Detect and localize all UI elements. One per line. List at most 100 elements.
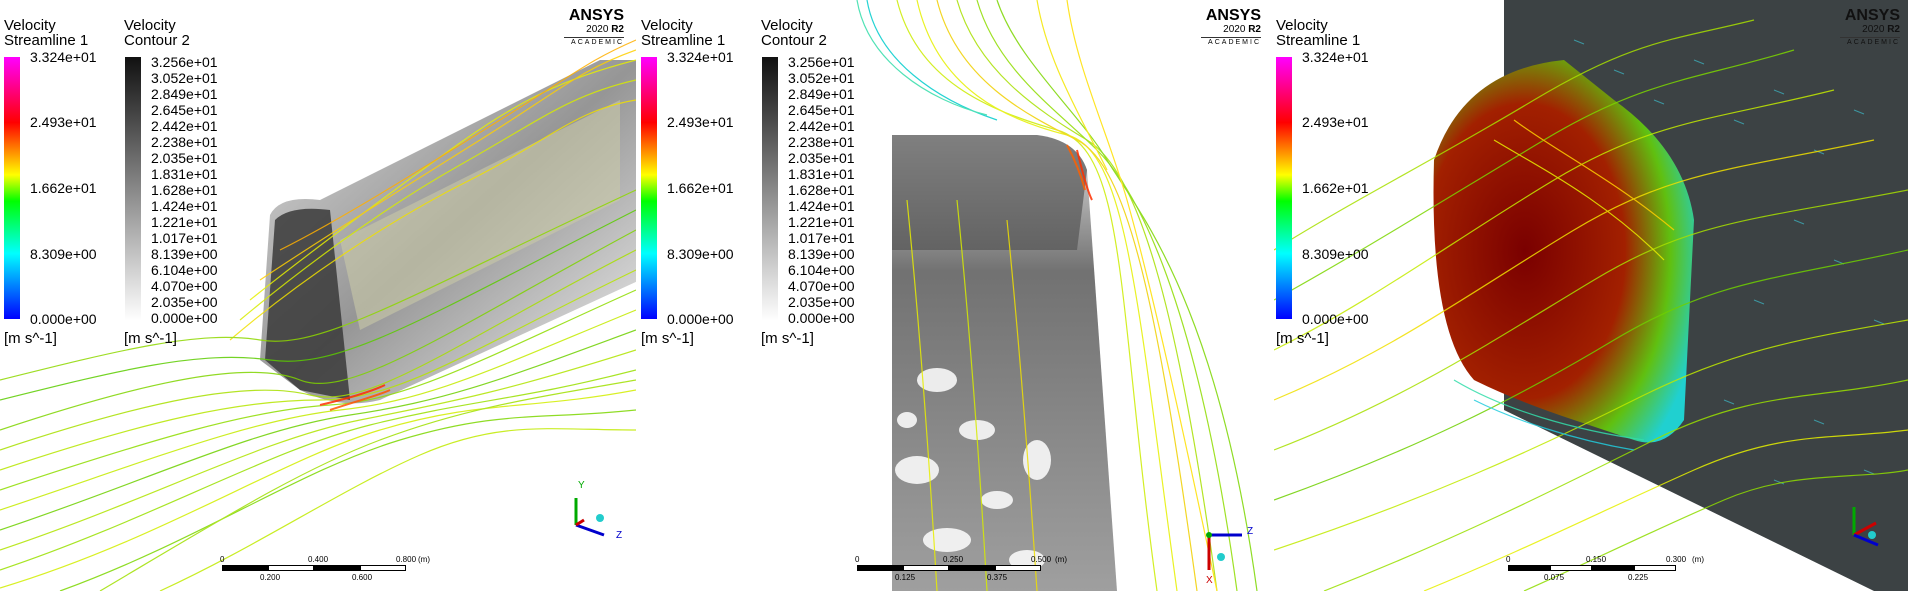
- tick-label: 2.035e+00: [788, 294, 855, 310]
- tick-label: 3.324e+01: [1302, 49, 1369, 65]
- viewport-panel-2[interactable]: Velocity Streamline 1 3.324e+01 2.493e+0…: [637, 0, 1273, 591]
- tick-label: 1.221e+01: [788, 214, 855, 230]
- viewport-panel-3[interactable]: Velocity Streamline 1 3.324e+01 2.493e+0…: [1274, 0, 1908, 591]
- legend-subtitle: Streamline 1: [1276, 32, 1361, 49]
- tick-label: 2.035e+00: [151, 294, 218, 310]
- legend-subtitle: Contour 2: [761, 32, 827, 49]
- contour-legend: Velocity Contour 2: [124, 18, 190, 48]
- tick-label: 3.052e+01: [151, 70, 218, 86]
- axis-triad-icon: [1852, 507, 1879, 547]
- tick-label: 6.104e+00: [151, 262, 218, 278]
- scale-label: 0.150: [1586, 555, 1607, 564]
- tick-label: 4.070e+00: [788, 278, 855, 294]
- scale-bar: 0 0.400 0.800 (m) 0.200 0.600: [220, 555, 440, 585]
- scale-label: 0.400: [308, 555, 329, 564]
- legend-title: Velocity: [124, 17, 176, 34]
- tick-label: 3.324e+01: [30, 49, 97, 65]
- contour-legend: Velocity Contour 2: [761, 18, 827, 48]
- scale-label: 0.800: [396, 555, 417, 564]
- scene-render-1: [0, 39, 636, 591]
- scale-label: 0: [1506, 555, 1511, 564]
- scale-label: 0.075: [1544, 573, 1565, 582]
- tick-label: 2.238e+01: [788, 134, 855, 150]
- legend-title: Velocity: [761, 17, 813, 34]
- tick-label: 2.493e+01: [667, 114, 734, 130]
- rainbow-colorbar: [1276, 57, 1292, 319]
- tick-label: 8.139e+00: [151, 246, 218, 262]
- scale-unit: (m): [418, 555, 430, 564]
- axis-z-label: Z: [1247, 526, 1254, 537]
- rainbow-colorbar: [641, 57, 657, 319]
- tick-label: 3.256e+01: [788, 54, 855, 70]
- legend-unit: [m s^-1]: [641, 330, 694, 347]
- legend-subtitle: Streamline 1: [641, 32, 726, 49]
- scale-label: 0.225: [1628, 573, 1649, 582]
- tick-label: 0.000e+00: [151, 310, 218, 326]
- tick-label: 2.035e+01: [151, 150, 218, 166]
- axis-triad: [1840, 495, 1900, 555]
- scale-bar: 0 0.150 0.300 (m) 0.075 0.225: [1506, 555, 1736, 585]
- gray-colorbar: [125, 57, 141, 321]
- legend-subtitle: Contour 2: [124, 32, 190, 49]
- tick-label: 1.017e+01: [151, 230, 218, 246]
- tick-label: 3.256e+01: [151, 54, 218, 70]
- logo-release: R2: [1887, 24, 1900, 35]
- scale-label: 0.300: [1666, 555, 1687, 564]
- tick-label: 8.309e+00: [30, 246, 97, 262]
- axis-triad: Z X: [1197, 520, 1267, 590]
- legend-unit: [m s^-1]: [4, 330, 57, 347]
- tick-label: 2.238e+01: [151, 134, 218, 150]
- legend-title: Velocity: [4, 17, 56, 34]
- tick-label: 2.849e+01: [151, 86, 218, 102]
- tick-label: 2.442e+01: [788, 118, 855, 134]
- streamline-legend: Velocity Streamline 1: [4, 18, 88, 48]
- axis-triad-icon: [574, 498, 605, 537]
- scale-label: 0.500: [1031, 555, 1052, 564]
- tick-label: 1.662e+01: [667, 180, 734, 196]
- tick-label: 8.139e+00: [788, 246, 855, 262]
- axis-z-label: Z: [616, 530, 623, 541]
- tick-label: 1.831e+01: [788, 166, 855, 182]
- tick-label: 1.424e+01: [788, 198, 855, 214]
- ansys-logo: ANSYS 2020 R2 ACADEMIC: [564, 8, 624, 46]
- legend-unit: [m s^-1]: [761, 330, 814, 347]
- tick-label: 2.849e+01: [788, 86, 855, 102]
- tick-label: 3.052e+01: [788, 70, 855, 86]
- ansys-logo: ANSYS 2020 R2 ACADEMIC: [1840, 8, 1900, 46]
- scale-label: 0.375: [987, 573, 1008, 582]
- logo-release: R2: [611, 24, 624, 35]
- tick-label: 3.324e+01: [667, 49, 734, 65]
- scene-render-3: [1274, 0, 1908, 591]
- legend-title: Velocity: [641, 17, 693, 34]
- scale-bar: 0 0.250 0.500 (m) 0.125 0.375: [855, 555, 1085, 585]
- tick-label: 8.309e+00: [667, 246, 734, 262]
- scale-label: 0.125: [895, 573, 916, 582]
- logo-edition: ACADEMIC: [1840, 37, 1900, 46]
- tick-label: 1.831e+01: [151, 166, 218, 182]
- tick-label: 6.104e+00: [788, 262, 855, 278]
- streamline-legend: Velocity Streamline 1: [1276, 18, 1360, 48]
- rainbow-colorbar: [4, 57, 20, 319]
- streamline-legend: Velocity Streamline 1: [641, 18, 725, 48]
- gray-colorbar: [762, 57, 778, 321]
- tick-label: 0.000e+00: [788, 310, 855, 326]
- tick-label: 2.645e+01: [788, 102, 855, 118]
- logo-brand: ANSYS: [1844, 7, 1900, 24]
- tick-label: 1.017e+01: [788, 230, 855, 246]
- scene-render-2: [856, 0, 1258, 591]
- logo-edition: ACADEMIC: [564, 37, 624, 46]
- scale-unit: (m): [1055, 555, 1067, 564]
- axis-x-label: X: [1206, 575, 1213, 586]
- tick-label: 1.662e+01: [30, 180, 97, 196]
- scale-label: 0.250: [943, 555, 964, 564]
- logo-brand: ANSYS: [568, 7, 624, 24]
- tick-label: 1.221e+01: [151, 214, 218, 230]
- scale-unit: (m): [1692, 555, 1704, 564]
- legend-unit: [m s^-1]: [124, 330, 177, 347]
- tick-label: 2.645e+01: [151, 102, 218, 118]
- scale-label: 0.600: [352, 573, 373, 582]
- logo-brand: ANSYS: [1205, 7, 1261, 24]
- legend-title: Velocity: [1276, 17, 1328, 34]
- viewport-panel-1[interactable]: Velocity Streamline 1 3.324e+01 2.493e+0…: [0, 0, 636, 591]
- tick-label: 0.000e+00: [667, 311, 734, 327]
